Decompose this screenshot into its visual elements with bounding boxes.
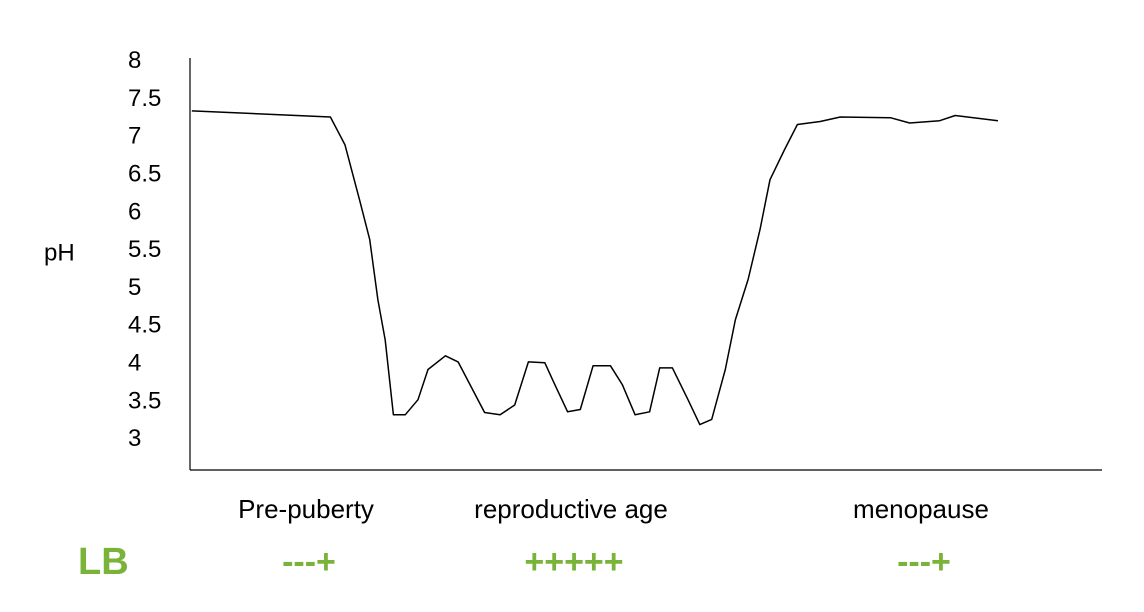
y-tick-label: 4.5 [128, 312, 161, 339]
y-tick-label: 3 [128, 425, 141, 452]
y-tick-label: 4 [128, 350, 141, 377]
y-tick-label: 5.5 [128, 236, 161, 263]
y-tick-label: 8 [128, 47, 141, 74]
y-tick-label: 6.5 [128, 161, 161, 188]
y-axis-label: pH [44, 239, 75, 266]
y-tick-label: 5 [128, 274, 141, 301]
y-tick-label: 7 [128, 123, 141, 150]
ph-line [191, 110, 999, 426]
y-tick-label: 3.5 [128, 387, 161, 414]
y-tick-label: 7.5 [128, 85, 161, 112]
lb-score: ---+ [282, 543, 336, 581]
lb-score: +++++ [524, 543, 623, 581]
phase-label: reproductive age [474, 494, 668, 524]
lb-label: LB [78, 541, 129, 583]
phase-label: Pre-puberty [238, 494, 374, 524]
lb-score: ---+ [897, 543, 951, 581]
phase-label: menopause [853, 494, 989, 524]
y-tick-label: 6 [128, 198, 141, 225]
